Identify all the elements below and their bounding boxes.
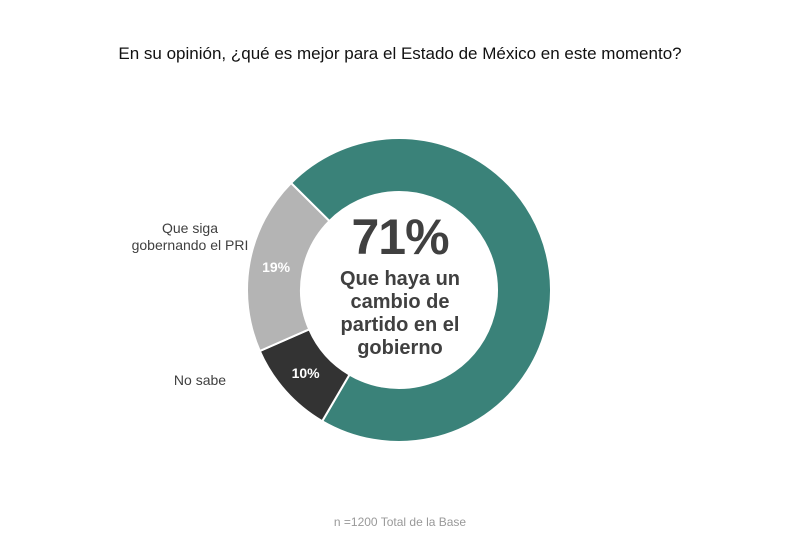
slice-value-label: 19% bbox=[262, 259, 291, 275]
slice-pri bbox=[246, 181, 331, 353]
slice-label-no-sabe: No sabe bbox=[173, 372, 227, 388]
sample-size-note: n =1200 Total de la Base bbox=[333, 515, 467, 529]
slice-label-pri: Que siga gobernando el PRI bbox=[131, 220, 249, 253]
slice-value-label: 10% bbox=[292, 365, 321, 381]
donut-center: 71% Que haya un cambio de partido en el … bbox=[300, 210, 500, 360]
chart-title: En su opinión, ¿qué es mejor para el Est… bbox=[118, 44, 682, 63]
center-caption: Que haya un cambio de partido en el gobi… bbox=[339, 268, 461, 359]
center-percentage: 71% bbox=[351, 209, 449, 265]
slice-cambio bbox=[289, 137, 552, 443]
